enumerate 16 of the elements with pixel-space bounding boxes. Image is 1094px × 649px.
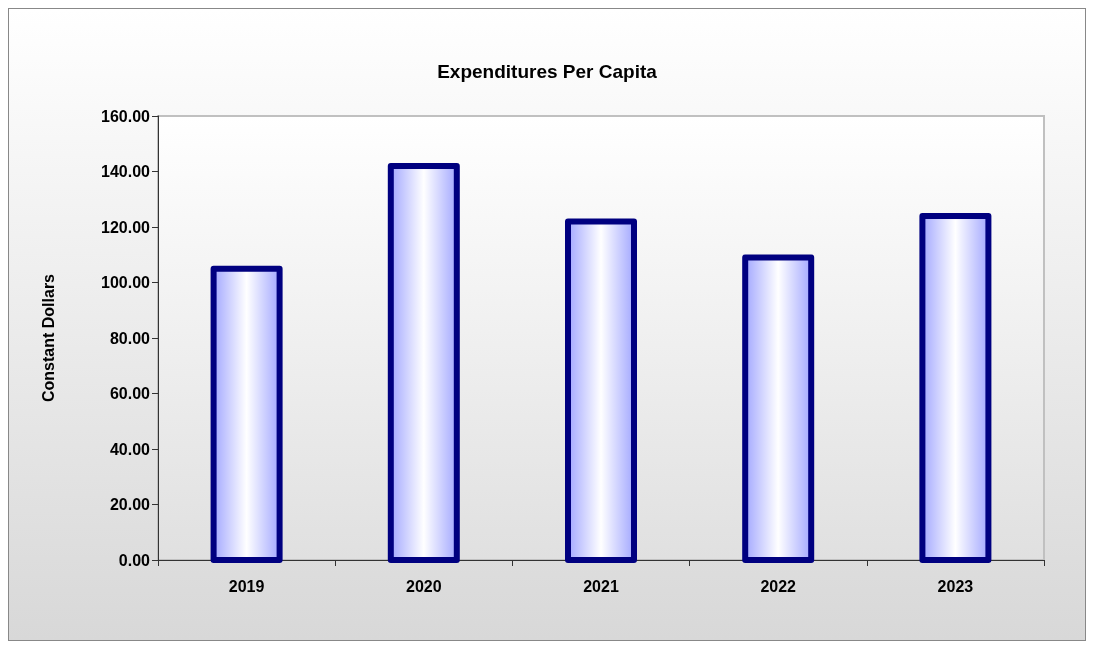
x-tick-label: 2019 <box>228 577 265 595</box>
x-tick-label: 2021 <box>583 577 619 595</box>
y-tick-label: 160.00 <box>101 107 151 125</box>
chart-title: Expenditures Per Capita <box>437 61 658 82</box>
y-tick-label: 140.00 <box>101 163 151 180</box>
y-tick-label: 120.00 <box>101 218 151 236</box>
y-tick-label: 0.00 <box>118 551 151 569</box>
y-tick-label: 40.00 <box>109 440 151 458</box>
y-tick-label: 20.00 <box>109 496 151 513</box>
y-axis-title: Constant Dollars <box>39 273 57 403</box>
x-tick-label: 2022 <box>760 577 797 595</box>
y-tick-label: 80.00 <box>109 329 151 347</box>
x-tick-label: 2023 <box>937 577 974 595</box>
x-tick-label: 2020 <box>406 577 442 595</box>
y-tick-label: 100.00 <box>101 274 151 291</box>
y-tick-label: 60.00 <box>109 385 151 402</box>
